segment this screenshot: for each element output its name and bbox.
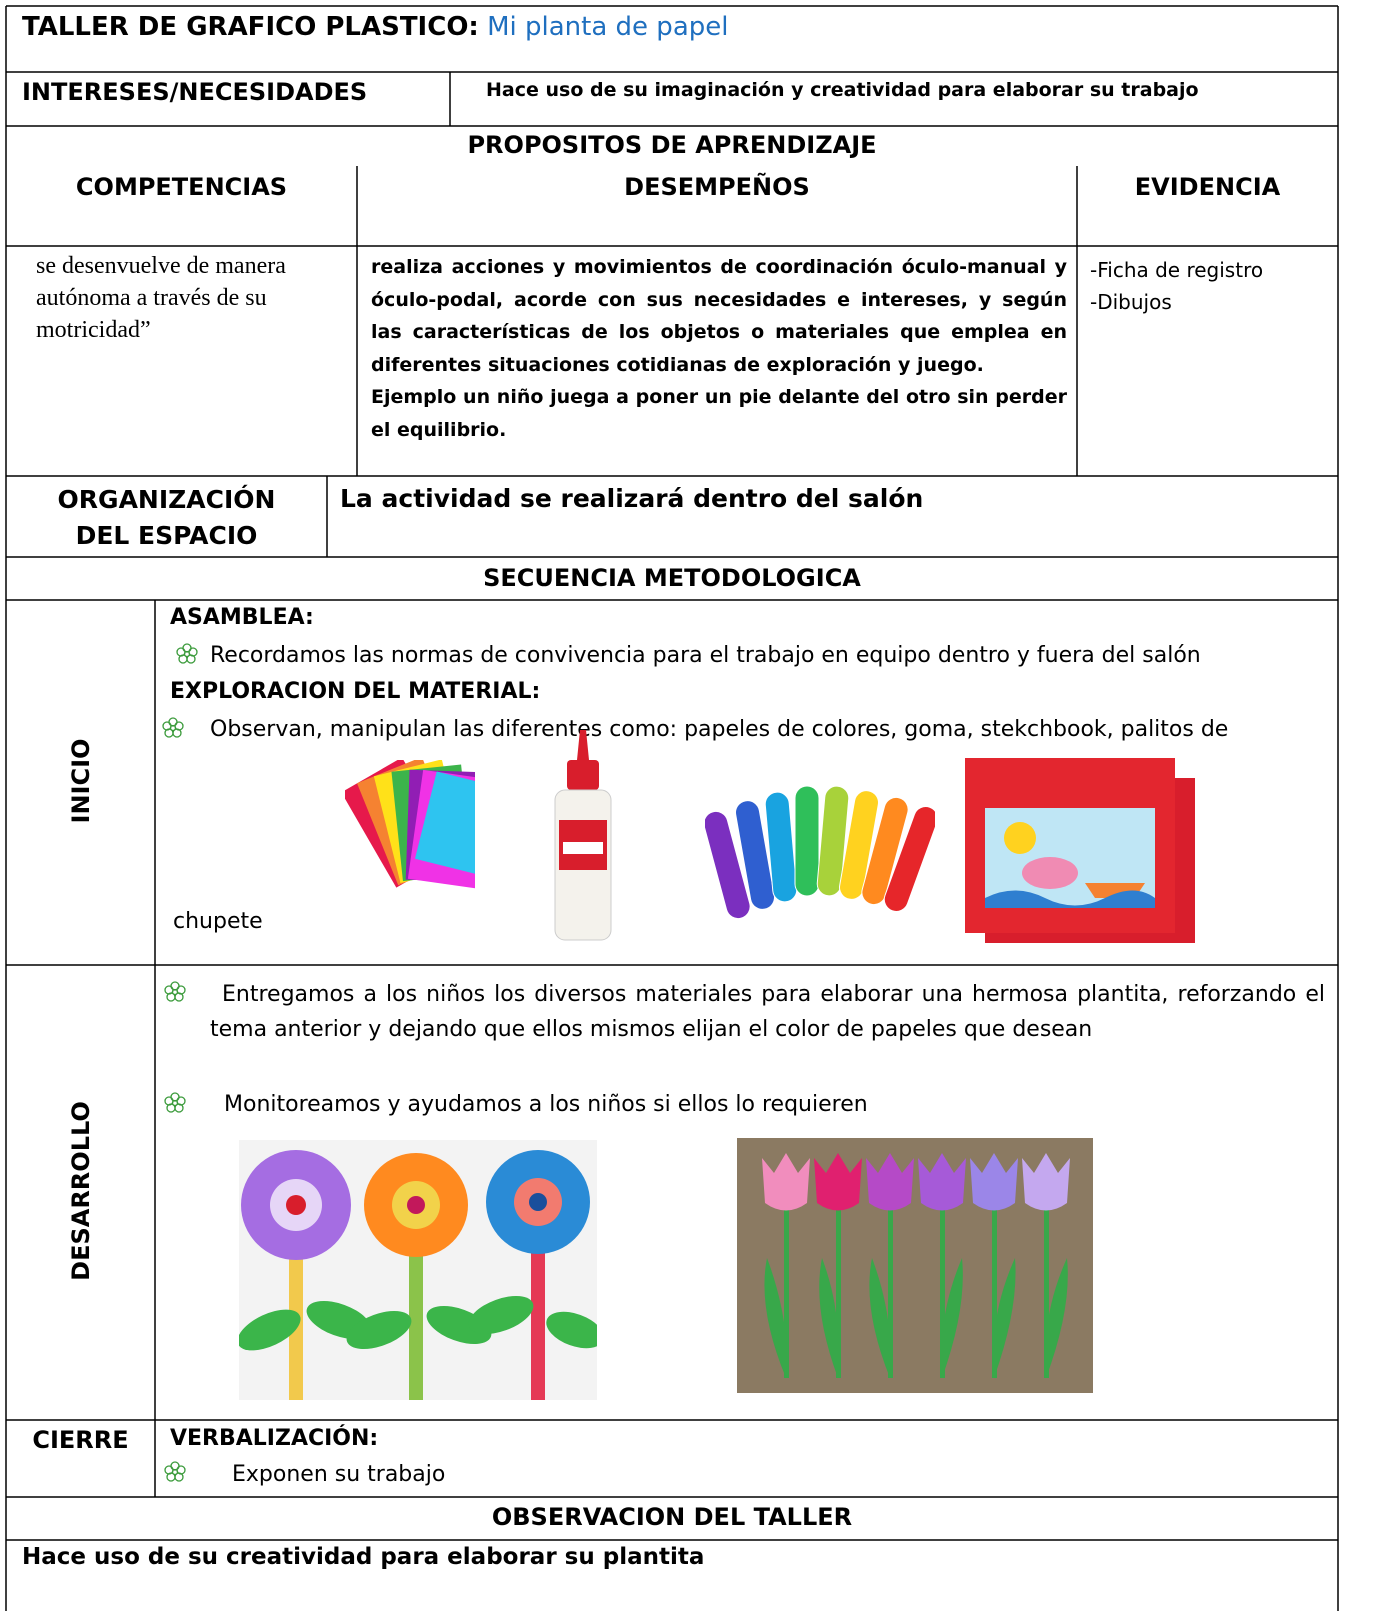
competencia: se desenvuelve de manera autónoma a trav… bbox=[36, 253, 286, 343]
desempenos: realiza acciones y movimientos de coordi… bbox=[371, 251, 1067, 446]
image-cupcake-flowers bbox=[239, 1140, 597, 1400]
section-heading: OBSERVACION DEL TALLER bbox=[491, 1503, 853, 1531]
column-header: EVIDENCIA bbox=[1134, 173, 1281, 201]
desempeno: realiza acciones y movimientos de coordi… bbox=[371, 256, 1067, 376]
image-colored-papers bbox=[345, 760, 475, 889]
evidencia: -Ficha de registro bbox=[1090, 258, 1264, 282]
list-item: Entregamos a los niños los diversos mate… bbox=[210, 982, 1325, 1042]
bullet-icon bbox=[164, 1461, 186, 1483]
image-sketchbook bbox=[965, 758, 1195, 943]
bullet-icon bbox=[164, 1092, 186, 1114]
row-label: DESARROLLO bbox=[67, 1101, 95, 1281]
intereses-label: INTERESES/NECESIDADES bbox=[22, 78, 368, 106]
list-item: Observan, manipulan las diferentes como:… bbox=[210, 717, 1229, 742]
list-item-end: chupete bbox=[173, 909, 263, 934]
bullet-icon bbox=[164, 981, 186, 1003]
organizacion-label: ORGANIZACIÓN DEL ESPACIO bbox=[57, 485, 276, 550]
row-label: INICIO bbox=[67, 738, 95, 824]
title-line: TALLER DE GRAFICO PLASTICO: Mi planta de… bbox=[22, 12, 728, 42]
intereses-text: Hace uso de su imaginación y creatividad… bbox=[486, 79, 1199, 101]
evidencia: -Dibujos bbox=[1090, 290, 1172, 314]
section-heading: PROPOSITOS DE APRENDIZAJE bbox=[467, 131, 877, 159]
section-heading: SECUENCIA METODOLOGICA bbox=[483, 564, 861, 592]
evidencias: -Ficha de registro -Dibujos bbox=[1090, 254, 1263, 318]
bullet-icon bbox=[162, 717, 184, 739]
column-header: DESEMPEÑOS bbox=[624, 173, 810, 201]
list-item: Monitoreamos y ayudamos a los niños si e… bbox=[224, 1092, 868, 1117]
column-header: COMPETENCIAS bbox=[75, 173, 288, 201]
subheading: EXPLORACION DEL MATERIAL: bbox=[170, 679, 541, 704]
observacion-text: Hace uso de su creatividad para elaborar… bbox=[22, 1544, 705, 1570]
organizacion-text: La actividad se realizará dentro del sal… bbox=[340, 484, 924, 513]
desempeno: Ejemplo un niño juega a poner un pie del… bbox=[371, 386, 1067, 441]
subheading: ASAMBLEA: bbox=[170, 605, 314, 630]
image-glue bbox=[554, 730, 612, 941]
title: Mi planta de papel bbox=[487, 12, 729, 42]
row-label: CIERRE bbox=[32, 1426, 129, 1454]
image-paper-tulips bbox=[737, 1138, 1093, 1393]
title-label: TALLER DE GRAFICO PLASTICO: bbox=[22, 12, 479, 42]
list-item: Recordamos las normas de convivencia par… bbox=[210, 643, 1201, 668]
bullet-icon bbox=[176, 643, 198, 665]
list-item: Exponen su trabajo bbox=[232, 1462, 446, 1487]
image-sticks bbox=[705, 785, 935, 920]
subheading: VERBALIZACIÓN: bbox=[170, 1426, 379, 1451]
